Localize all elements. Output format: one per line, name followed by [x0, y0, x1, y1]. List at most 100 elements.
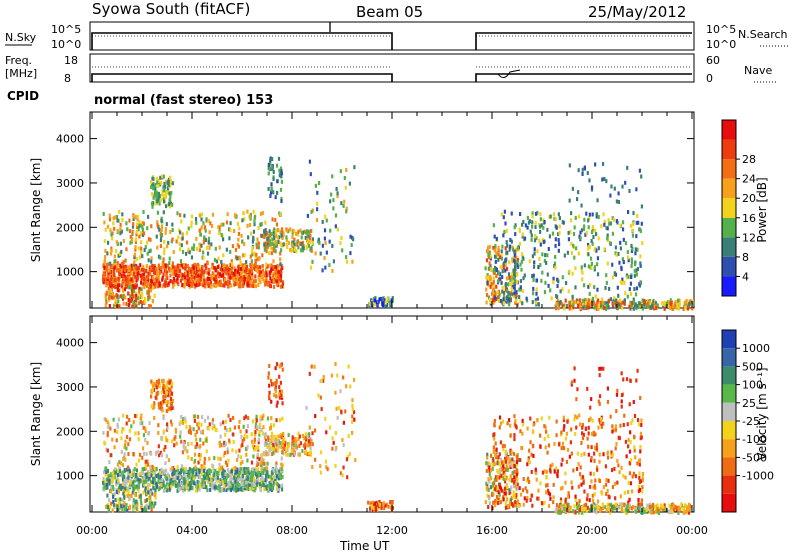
echo-cell	[513, 437, 516, 442]
echo-cell	[250, 283, 253, 288]
echo-cell	[638, 475, 641, 480]
echo-cell	[193, 418, 196, 423]
echo-cell	[488, 472, 491, 477]
echo-cell	[172, 271, 175, 276]
echo-cell	[161, 262, 164, 267]
echo-cell	[685, 301, 688, 306]
echo-cell	[491, 481, 494, 486]
echo-cell	[267, 438, 270, 443]
echo-cell	[626, 250, 629, 255]
echo-cell	[122, 239, 125, 244]
echo-cell	[502, 262, 505, 267]
echo-cell	[281, 367, 284, 372]
echo-cell	[522, 502, 525, 507]
echo-cell	[150, 185, 153, 190]
echo-cell	[103, 239, 106, 244]
echo-cell	[351, 430, 354, 435]
echo-cell	[202, 441, 205, 446]
echo-cell	[173, 282, 176, 287]
echo-cell	[115, 248, 118, 253]
echo-cell	[561, 441, 565, 446]
echo-cell	[249, 254, 252, 259]
echo-cell	[220, 471, 224, 476]
echo-cell	[275, 265, 278, 270]
echo-cell	[260, 453, 263, 458]
echo-cell	[308, 159, 312, 164]
echo-cell	[611, 262, 614, 267]
echo-cell	[634, 251, 637, 256]
echo-cell	[535, 470, 538, 475]
echo-cell	[546, 227, 549, 232]
echo-cell	[688, 302, 691, 307]
echo-cell	[314, 183, 317, 188]
echo-cell	[635, 234, 638, 239]
echo-cell	[155, 467, 158, 472]
echo-cell	[150, 473, 153, 478]
echo-cell	[251, 473, 255, 478]
echo-cell	[270, 470, 274, 475]
echo-cell	[183, 479, 186, 484]
echo-cell	[279, 166, 283, 171]
echo-cell	[113, 226, 116, 231]
echo-cell	[221, 263, 224, 268]
echo-cell	[147, 469, 150, 474]
ytick-label: 2000	[56, 221, 84, 234]
echo-cell	[264, 483, 267, 488]
echo-cell	[576, 301, 580, 306]
echo-cell	[521, 301, 524, 306]
echo-cell	[112, 499, 115, 504]
echo-cell	[240, 434, 243, 439]
echo-cell	[146, 278, 150, 283]
echo-cell	[275, 243, 278, 248]
echo-cell	[211, 420, 214, 425]
echo-cell	[202, 464, 206, 469]
echo-cell	[211, 464, 215, 469]
echo-cell	[592, 234, 595, 239]
echo-cell	[183, 447, 186, 452]
echo-cell	[203, 476, 206, 481]
echo-cell	[264, 481, 268, 486]
echo-cell	[502, 497, 505, 502]
echo-cell	[510, 291, 513, 296]
echo-cell	[269, 190, 273, 195]
echo-cell	[279, 440, 282, 445]
echo-cell	[273, 439, 276, 444]
echo-cell	[557, 306, 560, 311]
echo-cell	[148, 266, 151, 271]
echo-cell	[558, 231, 561, 236]
echo-cell	[249, 264, 253, 269]
echo-cell	[179, 278, 183, 283]
echo-cell	[169, 199, 172, 204]
echo-cell	[311, 208, 315, 213]
echo-cell	[280, 169, 283, 174]
nsky-tick-bottom: 10^0	[51, 38, 81, 51]
echo-cell	[493, 487, 497, 492]
echo-cell	[169, 204, 172, 209]
echo-cell	[173, 443, 176, 448]
echo-cell	[612, 217, 615, 222]
echo-cell	[274, 471, 278, 476]
echo-cell	[634, 302, 637, 307]
echo-cell	[369, 303, 372, 308]
echo-cell	[241, 460, 244, 465]
echo-cell	[241, 476, 244, 481]
echo-cell	[137, 458, 141, 463]
echo-cell	[185, 424, 188, 429]
echo-cell	[171, 222, 174, 227]
echo-cell	[521, 255, 524, 260]
echo-cell	[252, 283, 255, 288]
echo-cell	[157, 191, 160, 196]
echo-cell	[612, 301, 615, 306]
echo-cell	[147, 477, 150, 482]
echo-cell	[552, 500, 555, 505]
echo-cell	[152, 275, 155, 280]
echo-cell	[164, 400, 168, 405]
echo-cell	[141, 227, 144, 232]
echo-cell	[229, 249, 232, 254]
echo-cell	[123, 495, 126, 500]
echo-cell	[320, 407, 323, 412]
echo-cell	[235, 214, 238, 219]
echo-cell	[237, 237, 240, 242]
echo-cell	[113, 265, 116, 270]
echo-cell	[386, 296, 389, 301]
